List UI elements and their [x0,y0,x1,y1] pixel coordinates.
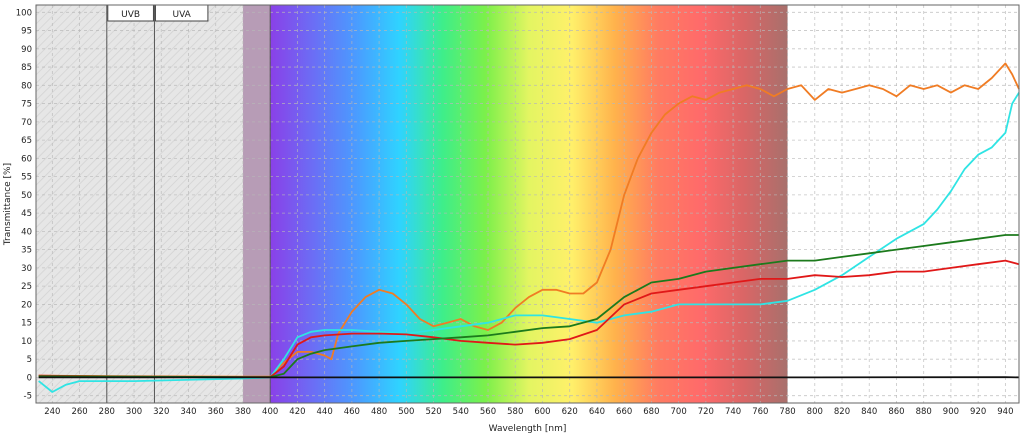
x-tick-label: 600 [534,407,550,417]
x-tick-label: 660 [616,407,632,417]
x-tick-label: 680 [643,407,659,417]
region-label: UVA [173,10,192,20]
x-tick-label: 340 [180,407,196,417]
x-tick-label: 240 [44,407,60,417]
y-tick-label: -5 [24,392,32,402]
x-tick-label: 940 [997,407,1013,417]
x-tick-label: 840 [861,407,877,417]
x-tick-label: 640 [589,407,605,417]
y-tick-label: 40 [21,227,32,237]
x-tick-label: 420 [289,407,305,417]
y-tick-label: 100 [16,8,32,18]
y-tick-label: 10 [21,337,32,347]
x-tick-label: 820 [834,407,850,417]
x-tick-label: 300 [126,407,142,417]
x-tick-label: 460 [344,407,360,417]
y-tick-label: 60 [21,154,32,164]
y-tick-label: 55 [21,173,32,183]
x-tick-label: 760 [752,407,768,417]
x-tick-label: 800 [807,407,823,417]
x-tick-label: 500 [398,407,414,417]
y-tick-label: 45 [21,209,32,219]
x-tick-label: 540 [453,407,469,417]
x-tick-label: 900 [943,407,959,417]
x-tick-label: 780 [779,407,795,417]
x-tick-label: 320 [153,407,169,417]
x-axis-label: Wavelength [nm] [489,424,567,434]
y-tick-label: 15 [21,319,32,329]
x-tick-label: 860 [888,407,904,417]
y-axis-label: Transmittance [%] [3,163,13,246]
y-tick-label: 85 [21,63,32,73]
y-tick-label: 75 [21,100,32,110]
y-tick-label: 70 [21,118,32,128]
y-tick-label: 65 [21,136,32,146]
x-tick-label: 560 [480,407,496,417]
y-tick-label: 35 [21,246,32,256]
x-tick-label: 440 [317,407,333,417]
y-tick-label: 95 [21,27,32,37]
y-tick-label: 50 [21,191,32,201]
x-tick-label: 700 [671,407,687,417]
x-tick-label: 620 [562,407,578,417]
x-tick-label: 740 [725,407,741,417]
x-tick-label: 580 [507,407,523,417]
x-tick-label: 380 [235,407,251,417]
x-tick-label: 400 [262,407,278,417]
uv-region [36,5,243,403]
x-tick-label: 280 [99,407,115,417]
y-tick-label: 5 [27,355,32,365]
highlight-band [243,5,270,403]
y-tick-label: 80 [21,81,32,91]
x-tick-label: 720 [698,407,714,417]
x-tick-label: 520 [425,407,441,417]
x-tick-label: 260 [71,407,87,417]
x-tick-label: 920 [970,407,986,417]
y-tick-label: 90 [21,45,32,55]
region-label: UVB [121,10,140,20]
x-tick-label: 880 [916,407,932,417]
x-tick-label: 360 [208,407,224,417]
y-tick-label: 30 [21,264,32,274]
y-tick-label: 25 [21,282,32,292]
x-tick-label: 480 [371,407,387,417]
y-tick-label: 0 [27,373,32,383]
y-tick-label: 20 [21,300,32,310]
